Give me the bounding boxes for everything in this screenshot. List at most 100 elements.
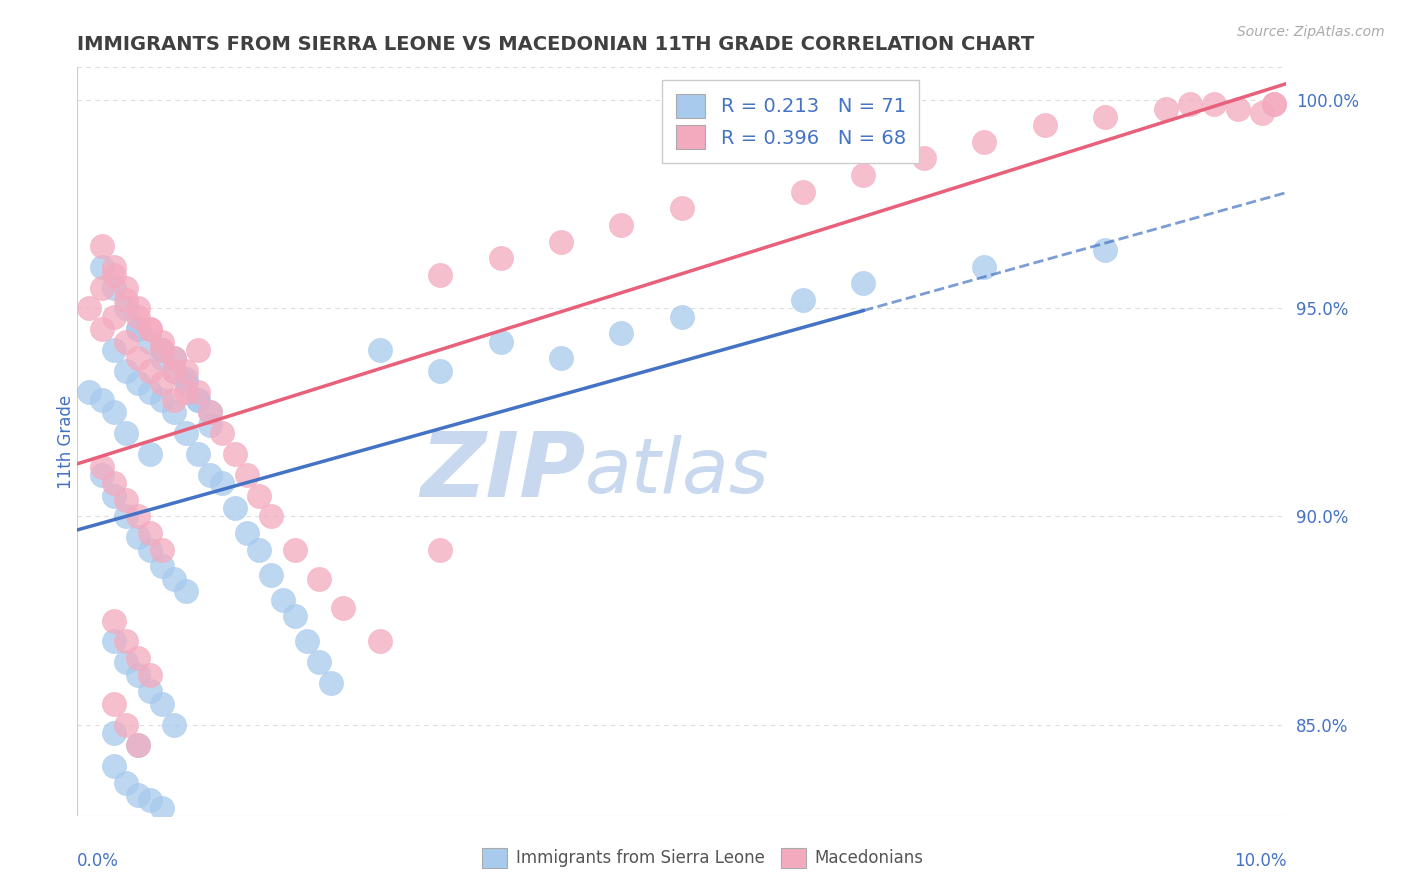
Point [114,301,136,316]
Point [139,792,162,806]
Point [150,351,173,366]
Point [139,447,162,461]
Point [103,476,125,491]
Point [90,322,112,336]
Point [114,509,136,524]
Point [150,343,173,357]
Point [127,530,149,544]
Point [163,392,186,407]
Point [235,467,257,482]
Point [368,343,391,357]
Point [114,364,136,378]
Point [200,417,222,432]
Point [114,655,136,669]
Text: Source: ZipAtlas.com: Source: ZipAtlas.com [1237,25,1385,39]
Point [139,542,162,557]
Point [912,152,935,166]
Point [90,459,112,474]
Point [163,364,186,378]
Point [90,239,112,253]
Point [1033,118,1056,132]
Point [103,489,125,503]
Point [852,277,875,291]
Point [103,280,125,294]
Point [127,509,149,524]
Point [163,351,186,366]
Point [103,759,125,773]
Point [103,614,125,628]
Point [103,310,125,324]
Point [200,405,222,419]
Point [200,405,222,419]
Point [1263,97,1285,112]
Point [127,651,149,665]
Point [610,326,633,341]
Point [139,384,162,399]
Point [163,364,186,378]
Point [127,667,149,681]
Point [284,542,307,557]
Point [610,218,633,232]
Point [973,260,995,274]
Point [174,426,197,441]
Point [103,697,125,711]
Point [174,376,197,391]
Point [90,467,112,482]
Point [260,509,283,524]
Point [114,776,136,790]
Legend: R = 0.213   N = 71, R = 0.396   N = 68: R = 0.213 N = 71, R = 0.396 N = 68 [662,80,920,163]
Point [90,280,112,294]
Point [174,384,197,399]
Point [332,601,354,615]
Point [429,364,451,378]
Point [103,405,125,419]
Point [127,739,149,753]
Point [163,572,186,586]
Point [429,268,451,282]
Point [79,301,101,316]
Text: IMMIGRANTS FROM SIERRA LEONE VS MACEDONIAN 11TH GRADE CORRELATION CHART: IMMIGRANTS FROM SIERRA LEONE VS MACEDONI… [77,35,1035,54]
Legend: Immigrants from Sierra Leone, Macedonians: Immigrants from Sierra Leone, Macedonian… [475,841,931,875]
Point [224,447,246,461]
Point [139,684,162,698]
Point [163,351,186,366]
Point [127,376,149,391]
Point [103,343,125,357]
Text: 0.0%: 0.0% [77,852,120,870]
Point [489,334,512,349]
Point [174,372,197,386]
Point [139,322,162,336]
Point [1202,97,1225,112]
Point [187,392,209,407]
Point [150,542,173,557]
Point [1094,110,1116,124]
Point [150,334,173,349]
Point [127,789,149,803]
Point [114,426,136,441]
Point [792,185,814,199]
Point [973,135,995,149]
Point [224,501,246,516]
Point [114,293,136,307]
Point [127,351,149,366]
Point [163,405,186,419]
Point [368,634,391,648]
Point [150,376,173,391]
Point [79,384,101,399]
Point [90,260,112,274]
Point [114,280,136,294]
Point [150,392,173,407]
Point [127,739,149,753]
Point [150,559,173,574]
Point [852,168,875,182]
Point [103,634,125,648]
Point [489,252,512,266]
Point [1227,102,1250,116]
Point [103,726,125,740]
Point [187,343,209,357]
Text: 10.0%: 10.0% [1234,852,1286,870]
Point [114,492,136,507]
Point [127,322,149,336]
Point [1251,105,1274,120]
Point [792,293,814,307]
